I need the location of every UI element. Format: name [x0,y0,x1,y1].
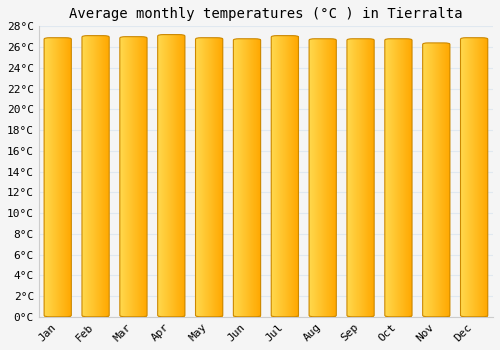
Title: Average monthly temperatures (°C ) in Tierralta: Average monthly temperatures (°C ) in Ti… [69,7,462,21]
